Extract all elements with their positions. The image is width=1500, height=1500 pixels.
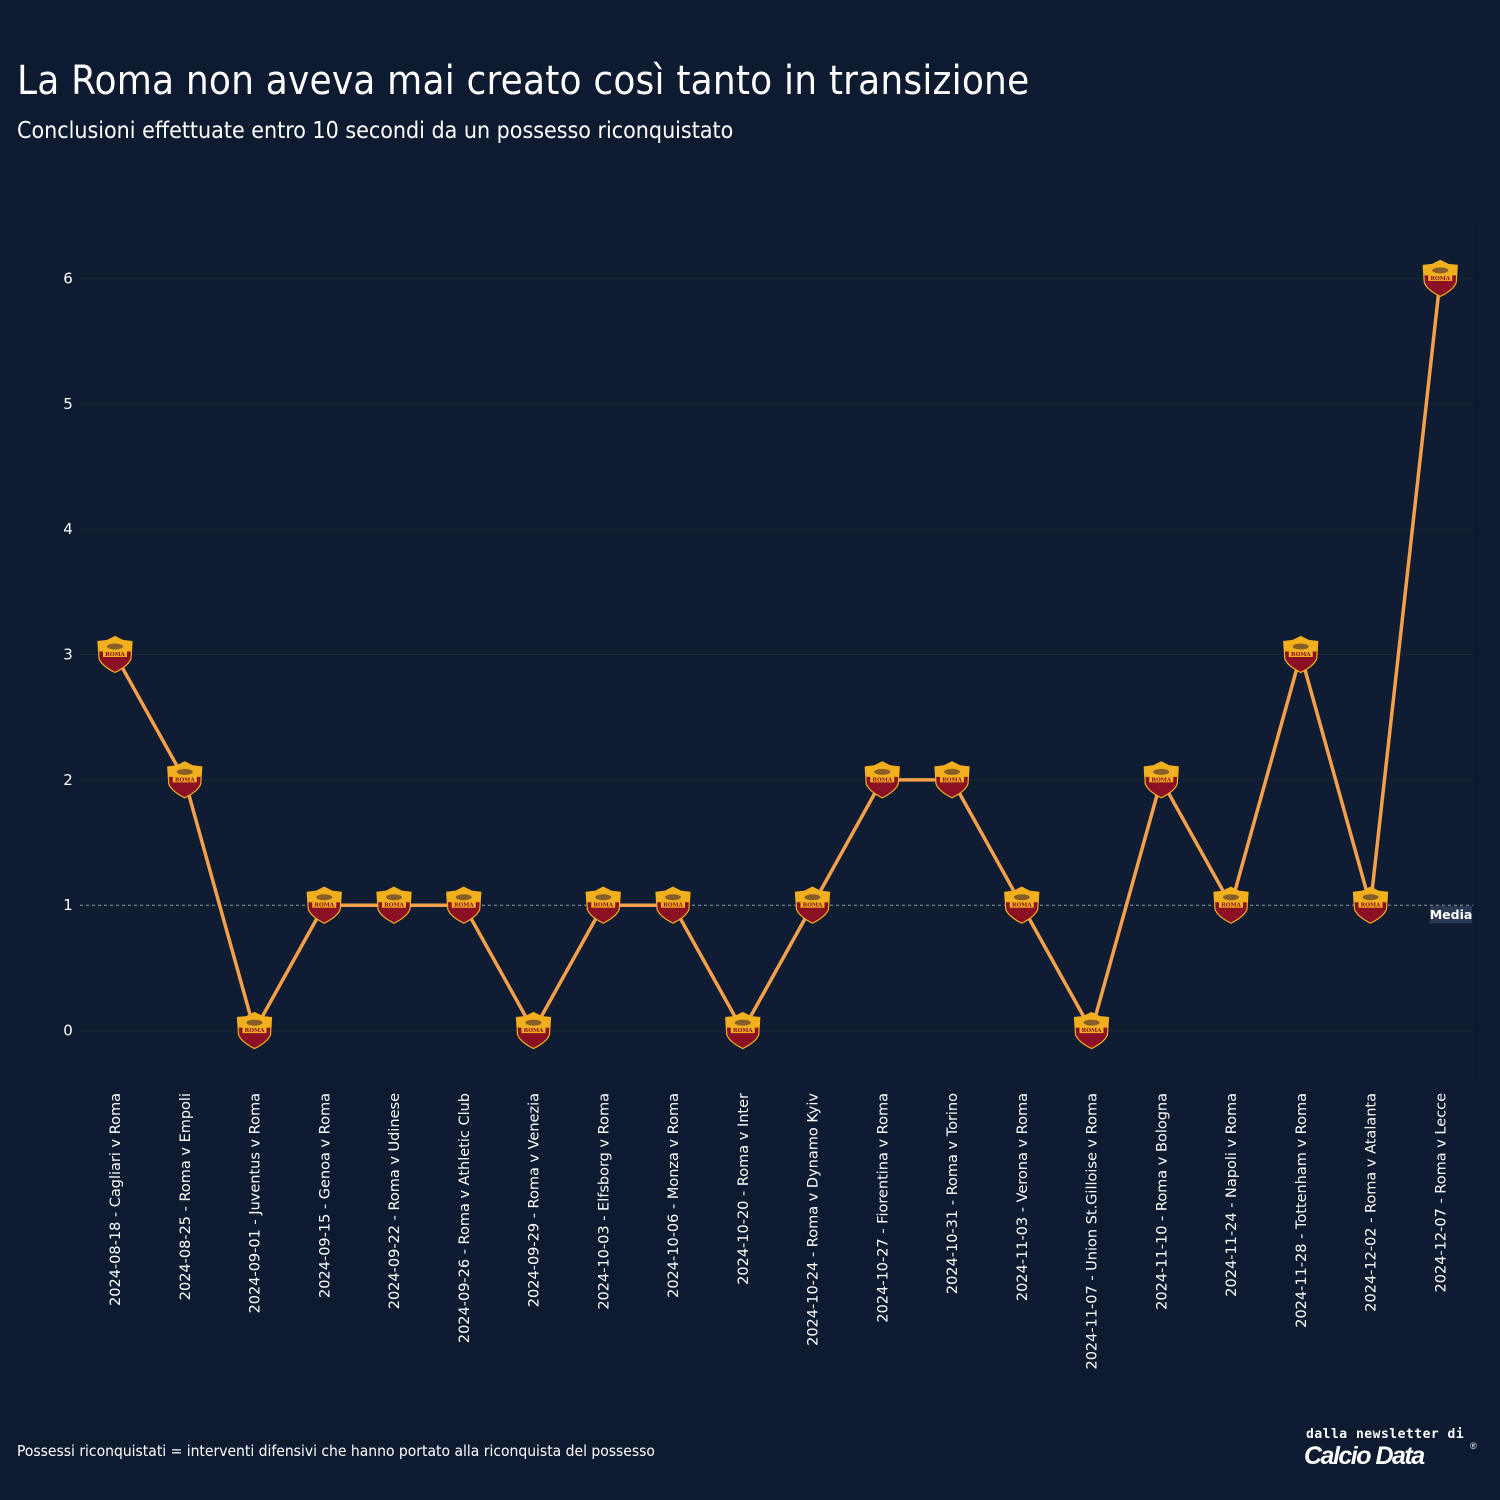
x-tick-label: 2024-09-01 - Juventus v Roma [248, 1093, 264, 1313]
x-tick-label: 2024-09-15 - Genoa v Roma [317, 1093, 333, 1298]
x-tick-label: 2024-10-24 - Roma v Dynamo Kyiv [806, 1093, 822, 1346]
x-tick-label: 2024-11-10 - Roma v Bologna [1154, 1093, 1170, 1310]
y-tick-label: 4 [63, 520, 73, 538]
media-label-bg [1430, 906, 1472, 924]
x-tick-label: 2024-12-02 - Roma v Atalanta [1364, 1093, 1380, 1312]
x-tick-label: 2024-10-03 - Elfsborg v Roma [596, 1093, 612, 1310]
x-tick-label: 2024-12-07 - Roma v Lecce [1433, 1093, 1449, 1293]
x-tick-label: 2024-11-28 - Tottenham v Roma [1294, 1093, 1310, 1328]
media-label: Media [1430, 907, 1473, 922]
x-tick-label: 2024-11-24 - Napoli v Roma [1224, 1093, 1240, 1297]
chart-subtitle: Conclusioni effettuate entro 10 secondi … [17, 118, 734, 144]
x-tick-label: 2024-09-22 - Roma v Udinese [387, 1093, 403, 1309]
brand-tagline: dalla newsletter di [1306, 1427, 1465, 1442]
footnote: Possessi riconquistati = interventi dife… [17, 1442, 655, 1460]
x-tick-label: 2024-10-20 - Roma v Inter [736, 1093, 752, 1285]
x-tick-label: 2024-09-29 - Roma v Venezia [527, 1093, 543, 1307]
x-tick-label: 2024-10-06 - Monza v Roma [666, 1093, 682, 1298]
y-tick-label: 5 [63, 395, 73, 413]
x-tick-label: 2024-10-27 - Fiorentina v Roma [875, 1093, 891, 1323]
x-tick-label: 2024-10-31 - Roma v Torino [945, 1093, 961, 1294]
y-tick-label: 6 [63, 269, 73, 287]
x-tick-label: 2024-08-25 - Roma v Empoli [178, 1093, 194, 1300]
y-tick-label: 2 [63, 771, 73, 789]
y-tick-label: 3 [63, 646, 73, 664]
chart-title: La Roma non aveva mai creato così tanto … [17, 58, 1030, 104]
x-tick-label: 2024-11-07 - Union St.Gilloise v Roma [1085, 1093, 1101, 1370]
x-tick-label: 2024-08-18 - Cagliari v Roma [108, 1093, 124, 1306]
x-tick-label: 2024-11-03 - Verona v Roma [1015, 1093, 1031, 1301]
brand-registered-mark: ® [1470, 1441, 1477, 1451]
brand-logo: Calcio Data [1304, 1442, 1425, 1470]
y-tick-label: 0 [63, 1022, 73, 1040]
x-tick-label: 2024-09-26 - Roma v Athletic Club [457, 1093, 473, 1343]
y-tick-label: 1 [63, 896, 73, 914]
